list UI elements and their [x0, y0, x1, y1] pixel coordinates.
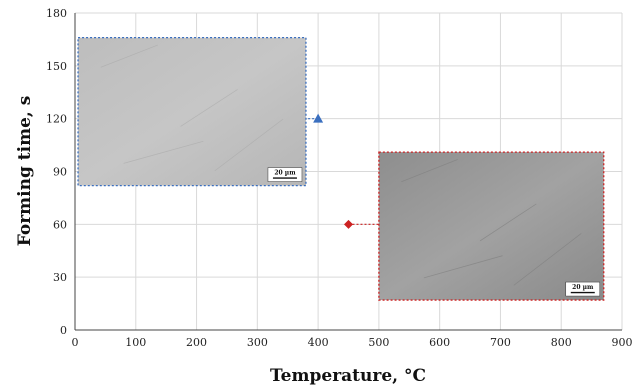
data-point-triangle [313, 113, 324, 123]
micrograph-texture [123, 140, 204, 164]
x-tick-label: 400 [308, 336, 329, 349]
x-tick-label: 700 [490, 336, 511, 349]
x-tick-label: 300 [247, 336, 268, 349]
axes [74, 13, 622, 331]
inset-border [77, 37, 307, 187]
y-axis-title: Forming time, s [15, 96, 35, 247]
scale-bar-label: 20 µm [572, 284, 594, 291]
x-tick-label: 900 [612, 336, 633, 349]
y-tick-label: 90 [53, 166, 67, 179]
y-tick-label: 180 [46, 7, 67, 20]
micrograph-texture [214, 118, 284, 172]
micrograph-texture [100, 44, 158, 68]
micrograph-image [78, 37, 306, 186]
x-tick-label: 200 [186, 336, 207, 349]
tick-labels: 0 100 200 300 400 500 600 700 800 900 0 30 60 90 120 15… [46, 7, 633, 349]
data-point-diamond [344, 219, 353, 229]
micrograph-texture [479, 203, 537, 242]
micrograph-texture [423, 255, 503, 279]
y-tick-label: 150 [46, 60, 67, 73]
markers [313, 113, 353, 229]
x-tick-label: 600 [429, 336, 450, 349]
micrograph-inset-1: 20 µm [77, 37, 307, 187]
x-tick-label: 100 [125, 336, 146, 349]
connectors [305, 118, 379, 225]
micrograph-image [378, 152, 604, 301]
y-tick-label: 60 [53, 218, 67, 231]
y-tick-label: 120 [46, 113, 67, 126]
micrograph-texture [180, 89, 238, 127]
x-axis-title: Temperature, °C [270, 366, 426, 386]
y-tick-label: 30 [53, 271, 67, 284]
micrograph-texture [513, 233, 582, 286]
micrograph-inset-2: 20 µm [378, 151, 605, 301]
x-tick-label: 500 [368, 336, 389, 349]
x-tick-label: 800 [551, 336, 572, 349]
insets: 20 µm 20 µm [77, 37, 605, 301]
y-tick-label: 0 [60, 324, 67, 337]
scale-bar-label: 20 µm [274, 170, 296, 177]
x-tick-label: 0 [72, 336, 79, 349]
micrograph-texture [401, 159, 458, 183]
inset-border [378, 151, 605, 301]
